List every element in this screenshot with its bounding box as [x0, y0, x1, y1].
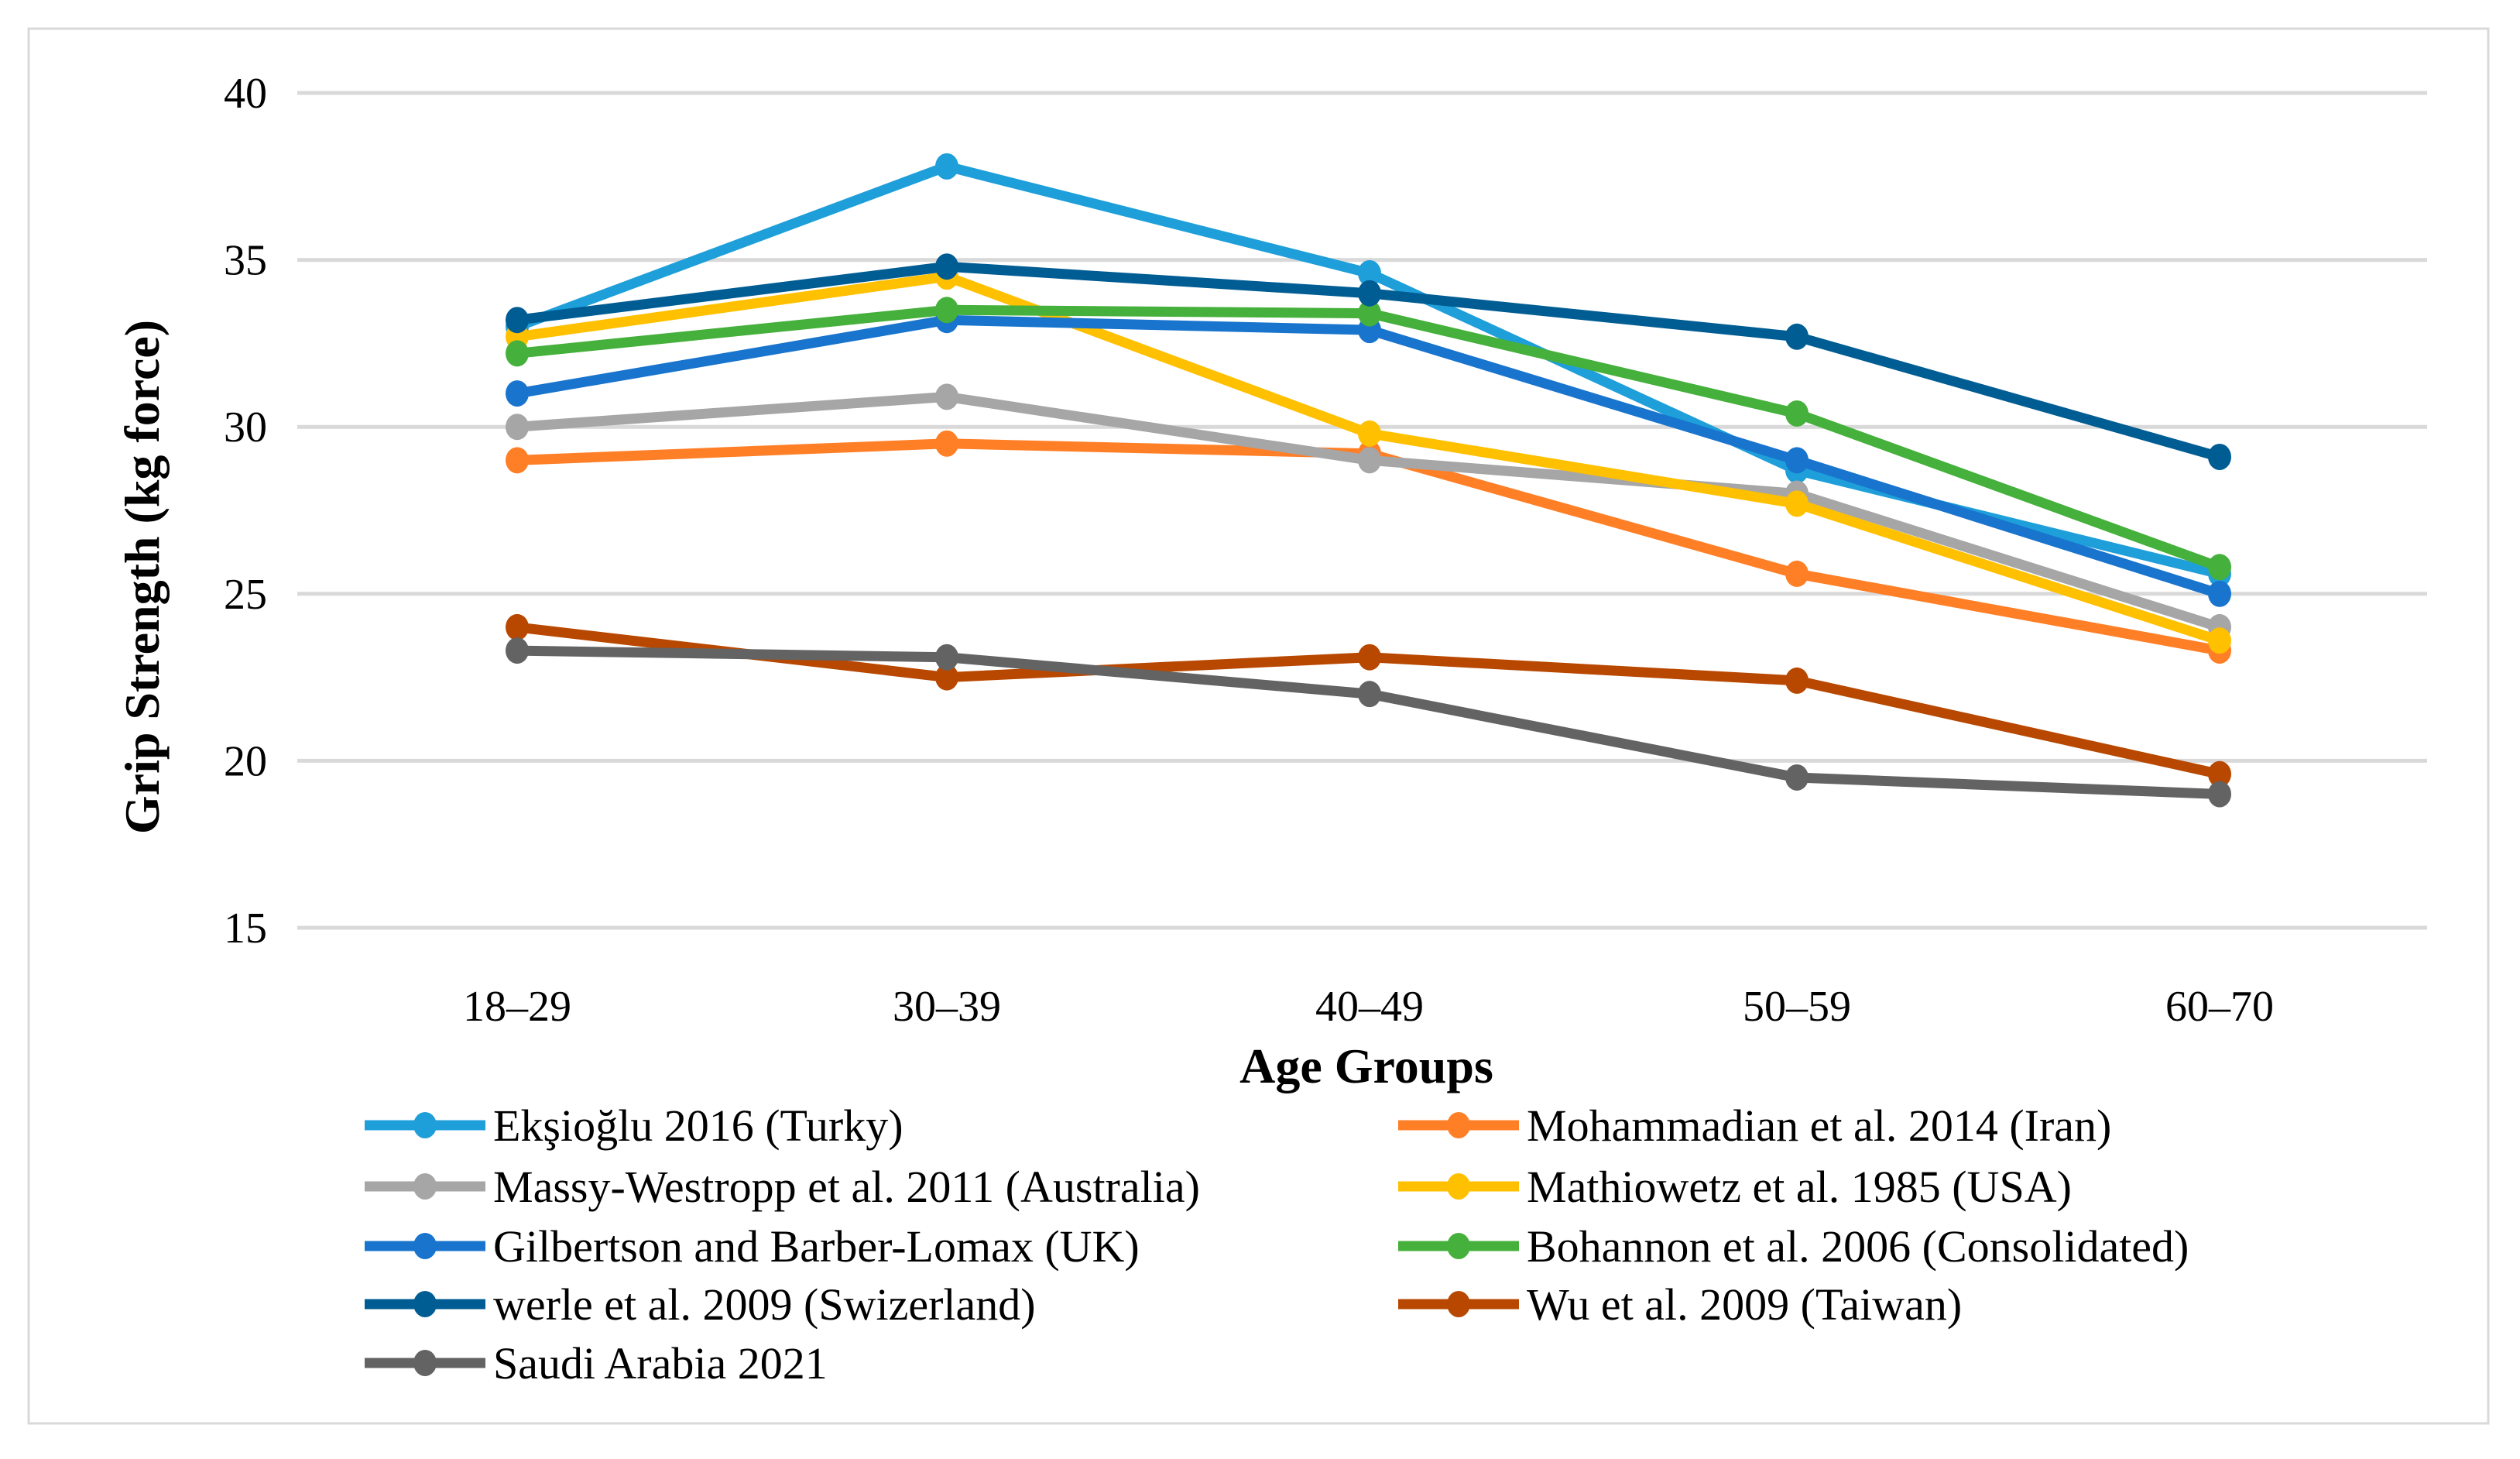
- data-point: [506, 340, 529, 367]
- legend-item: Saudi Arabia 2021: [365, 1338, 828, 1389]
- legend-label: Bohannon et al. 2006 (Consolidated): [1527, 1221, 2189, 1272]
- legend-marker: [413, 1350, 437, 1376]
- x-tick-label: 50–59: [1743, 983, 1851, 1031]
- x-tick-label: 60–70: [2165, 983, 2274, 1031]
- legend-marker: [1447, 1233, 1470, 1259]
- data-point: [935, 383, 958, 410]
- x-tick-label: 18–29: [463, 983, 571, 1031]
- legend-label: Saudi Arabia 2021: [493, 1338, 828, 1389]
- data-point: [2208, 760, 2231, 788]
- data-point: [1358, 447, 1381, 474]
- data-point: [1358, 644, 1381, 671]
- legend-label: werle et al. 2009 (Swizerland): [493, 1279, 1036, 1330]
- chart-frame: [27, 27, 2490, 1425]
- data-point: [1358, 300, 1381, 327]
- x-tick-label: 30–39: [893, 983, 1001, 1031]
- legend-marker: [1447, 1112, 1470, 1138]
- y-tick-label: 25: [224, 571, 267, 619]
- data-point: [2208, 781, 2231, 808]
- legend-item: Bohannon et al. 2006 (Consolidated): [1398, 1221, 2189, 1272]
- data-point: [1785, 447, 1809, 474]
- legend-marker: [413, 1173, 437, 1200]
- legend-marker: [1447, 1291, 1470, 1317]
- data-point: [1358, 259, 1381, 287]
- data-point: [506, 414, 529, 441]
- data-point: [2208, 580, 2231, 607]
- data-point: [506, 447, 529, 474]
- legend-label: Mohammadian et al. 2014 (Iran): [1527, 1100, 2111, 1151]
- data-point: [935, 253, 958, 280]
- data-point: [935, 644, 958, 671]
- data-point: [1785, 560, 1809, 587]
- series: [506, 637, 2231, 808]
- data-point: [1358, 280, 1381, 307]
- series: [506, 297, 2231, 581]
- data-point: [1785, 764, 1809, 791]
- data-point: [506, 380, 529, 407]
- legend-label: Gilbertson and Barber-Lomax (UK): [493, 1221, 1140, 1272]
- legend-label: Mathiowetz et al. 1985 (USA): [1527, 1162, 2072, 1212]
- data-point: [935, 153, 958, 180]
- legend-item: Wu et al. 2009 (Taiwan): [1398, 1279, 1962, 1330]
- y-tick-label: 30: [224, 403, 267, 451]
- data-point: [506, 613, 529, 640]
- series: [506, 613, 2231, 788]
- data-point: [1358, 420, 1381, 447]
- legend-label: Wu et al. 2009 (Taiwan): [1527, 1279, 1962, 1330]
- legend-item: werle et al. 2009 (Swizerland): [365, 1279, 1036, 1330]
- data-point: [935, 297, 958, 324]
- legend-item: Ekşioğlu 2016 (Turky): [365, 1100, 903, 1151]
- data-point: [506, 307, 529, 334]
- legend-marker: [413, 1233, 437, 1259]
- y-tick-label: 15: [224, 905, 267, 953]
- legend-item: Mathiowetz et al. 1985 (USA): [1398, 1162, 2072, 1212]
- legend-item: Massy-Westropp et al. 2011 (Australia): [365, 1162, 1200, 1212]
- y-tick-label: 20: [224, 737, 267, 785]
- legend-label: Ekşioğlu 2016 (Turky): [493, 1100, 903, 1151]
- legend-marker: [413, 1291, 437, 1317]
- y-axis-title: Grip Strength (kg force): [115, 320, 170, 834]
- data-point: [1358, 681, 1381, 708]
- y-tick-label: 40: [224, 70, 267, 118]
- data-point: [2208, 554, 2231, 581]
- x-tick-label: 40–49: [1315, 983, 1424, 1031]
- legend-marker: [413, 1112, 437, 1138]
- data-point: [1785, 323, 1809, 350]
- data-point: [935, 664, 958, 691]
- legend-item: Mohammadian et al. 2014 (Iran): [1398, 1100, 2111, 1151]
- data-point: [1785, 490, 1809, 517]
- data-point: [1785, 667, 1809, 694]
- data-point: [506, 637, 529, 664]
- legend-item: Gilbertson and Barber-Lomax (UK): [365, 1221, 1140, 1272]
- legend-label: Massy-Westropp et al. 2011 (Australia): [493, 1162, 1200, 1212]
- data-point: [2208, 444, 2231, 471]
- x-axis-title: Age Groups: [1239, 1038, 1493, 1093]
- data-point: [2208, 627, 2231, 654]
- series: [506, 253, 2231, 471]
- data-point: [935, 430, 958, 457]
- data-point: [1785, 400, 1809, 427]
- legend-marker: [1447, 1173, 1470, 1200]
- y-tick-label: 35: [224, 237, 267, 285]
